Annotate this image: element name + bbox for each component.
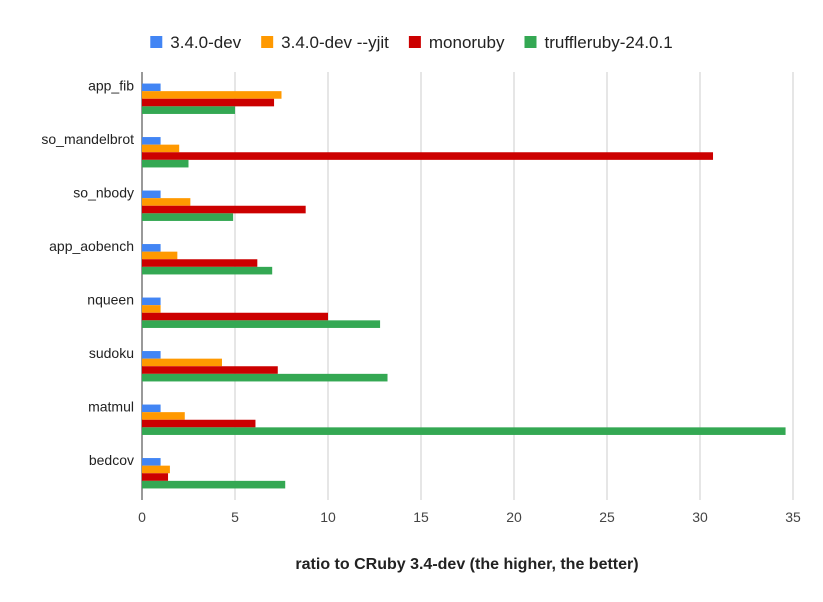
bar-bedcov-series-2 <box>142 473 169 481</box>
bar-app_fib-series-1 <box>142 91 282 99</box>
bar-app_fib-series-3 <box>142 106 235 114</box>
bar-matmul-series-1 <box>142 412 185 420</box>
bar-matmul-series-2 <box>142 419 256 428</box>
legend: 3.4.0-dev 3.4.0-dev --yjit monoruby truffle… <box>150 33 673 52</box>
bar-bedcov-series-3 <box>142 480 286 489</box>
bar-app_aobench-series-1 <box>142 251 178 260</box>
x-tick-label: 15 <box>413 509 429 525</box>
legend-label: truffleruby-24.0.1 <box>544 33 672 52</box>
bar-nqueen-series-0 <box>142 297 161 306</box>
bar-matmul-series-0 <box>142 404 161 413</box>
bar-nqueen-series-3 <box>142 320 381 328</box>
legend-label: 3.4.0-dev --yjit <box>281 33 389 52</box>
legend-swatch <box>408 36 421 48</box>
bar-so_mandelbrot-series-1 <box>142 144 180 153</box>
legend-item: monoruby <box>408 33 505 52</box>
x-tick-labels: 0 5 10 15 20 25 30 35 <box>138 509 801 525</box>
bar-so_mandelbrot-series-3 <box>142 159 189 168</box>
bar-matmul-series-3 <box>142 427 786 435</box>
bar-nqueen-series-2 <box>142 312 328 321</box>
bar-app_aobench-series-0 <box>142 244 161 252</box>
bar-nqueen-series-1 <box>142 305 161 313</box>
category-label: matmul <box>88 398 134 414</box>
bar-app_fib-series-2 <box>142 98 275 107</box>
x-tick-label: 0 <box>138 509 146 525</box>
bar-so_nbody-series-3 <box>142 213 234 221</box>
bar-so_nbody-series-0 <box>142 190 161 199</box>
bar-so_mandelbrot-series-0 <box>142 137 161 145</box>
category-label: so_nbody <box>73 184 134 200</box>
category-label: nqueen <box>87 291 134 307</box>
category-label: so_mandelbrot <box>41 131 134 147</box>
bar-so_mandelbrot-series-2 <box>142 152 714 160</box>
legend-swatch <box>524 36 537 48</box>
x-tick-label: 25 <box>599 509 615 525</box>
x-tick-label: 35 <box>785 509 801 525</box>
legend-item: 3.4.0-dev --yjit <box>261 33 389 52</box>
legend-item: truffleruby-24.0.1 <box>524 33 673 52</box>
bar-so_nbody-series-1 <box>142 198 191 206</box>
category-label: sudoku <box>89 345 134 361</box>
x-tick-label: 10 <box>320 509 336 525</box>
bar-so_nbody-series-2 <box>142 205 306 214</box>
category-label: app_aobench <box>49 238 134 254</box>
bar-sudoku-series-3 <box>142 373 388 382</box>
grid-lines <box>141 72 794 500</box>
legend-label: monoruby <box>429 33 505 52</box>
bars <box>142 83 786 489</box>
bar-sudoku-series-2 <box>142 366 278 374</box>
bar-sudoku-series-0 <box>142 351 161 359</box>
bar-app_aobench-series-3 <box>142 266 273 275</box>
bar-sudoku-series-1 <box>142 358 222 367</box>
category-label: app_fib <box>88 77 134 93</box>
x-tick-label: 5 <box>231 509 239 525</box>
legend-swatch <box>150 36 163 48</box>
legend-label: 3.4.0-dev <box>170 33 241 52</box>
bar-bedcov-series-0 <box>142 458 161 466</box>
x-tick-label: 30 <box>692 509 708 525</box>
legend-swatch <box>261 36 274 48</box>
category-labels: app_fib so_mandelbrot so_nbody app_aobenchn… <box>41 77 134 468</box>
x-tick-label: 20 <box>506 509 522 525</box>
bar-bedcov-series-1 <box>142 465 170 474</box>
legend-item: 3.4.0-dev <box>150 33 242 52</box>
bar-app_aobench-series-2 <box>142 259 258 267</box>
x-axis-label: ratio to CRuby 3.4-dev (the higher, the … <box>295 556 638 573</box>
category-label: bedcov <box>89 452 134 468</box>
bar-app_fib-series-0 <box>142 83 161 92</box>
